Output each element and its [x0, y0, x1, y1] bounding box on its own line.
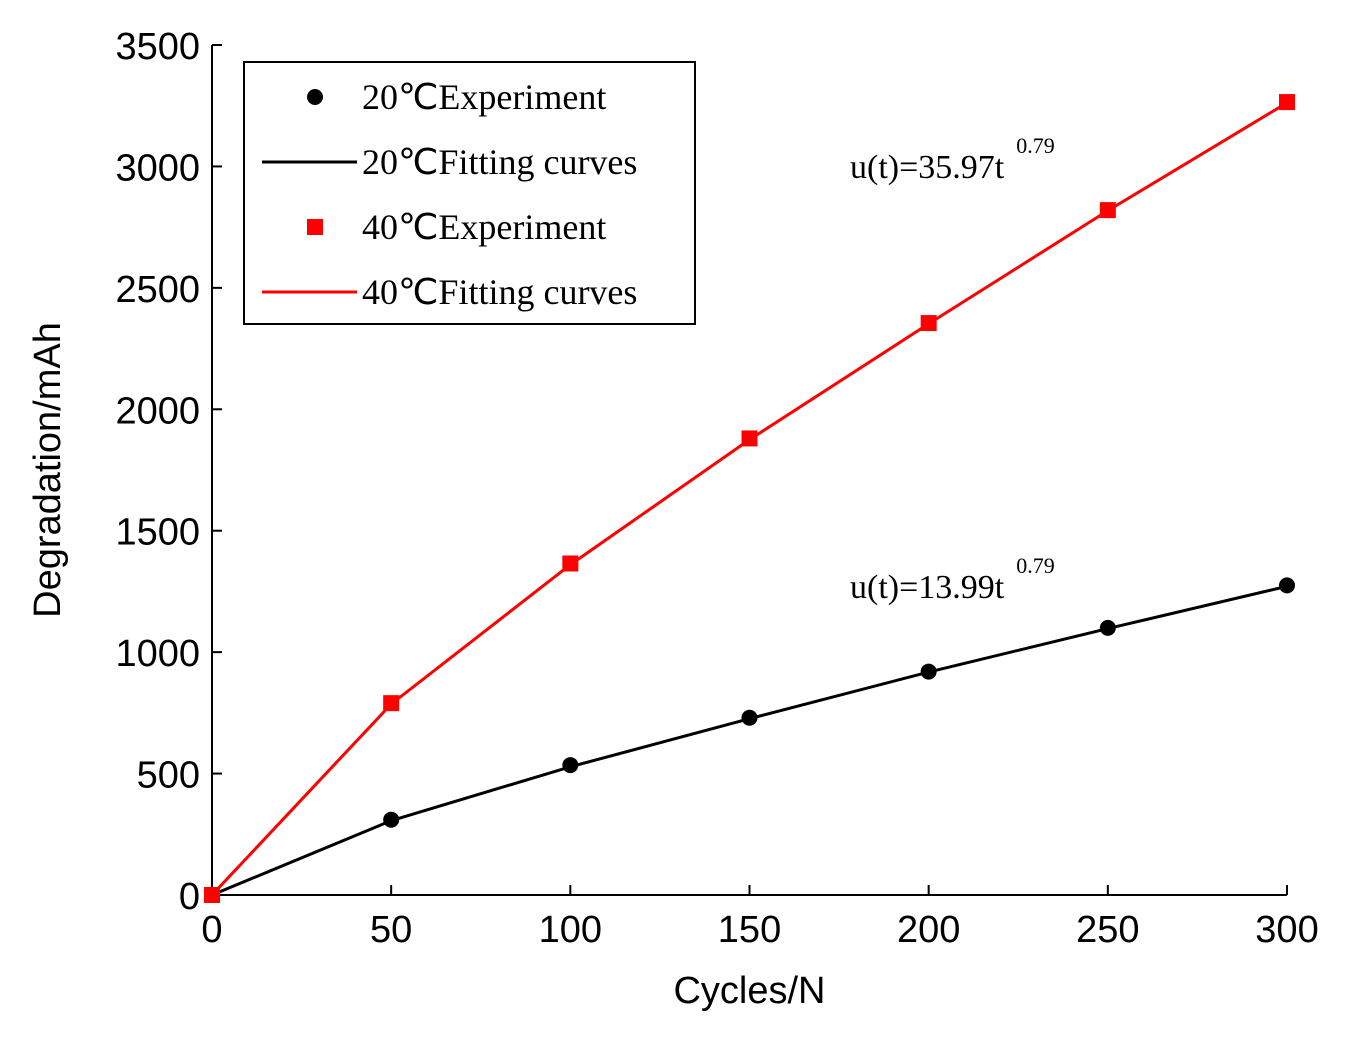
legend-item: 20℃Fitting curves — [262, 142, 637, 182]
y-tick-label: 0 — [179, 876, 200, 918]
y-tick-label: 3000 — [115, 147, 200, 189]
data-point-circle — [562, 757, 579, 774]
y-tick-label: 500 — [137, 755, 200, 797]
data-point-circle — [383, 811, 400, 828]
y-tick-label: 3500 — [115, 26, 200, 68]
equation-annotations: u(t)=35.97t 0.79 u(t)=13.99t 0.79 — [850, 133, 1055, 606]
data-point-square — [562, 555, 579, 572]
y-tick-label: 1000 — [115, 633, 200, 675]
x-tick-label: 300 — [1255, 909, 1318, 951]
legend-item: 40℃Fitting curves — [262, 272, 637, 312]
equation-base: u(t)=35.97t — [850, 149, 1005, 186]
data-point-square — [920, 315, 937, 332]
equation-annotation: u(t)=35.97t 0.79 — [850, 133, 1055, 186]
legend-circle-swatch — [307, 89, 323, 105]
legend-label: 40℃Fitting curves — [362, 272, 637, 312]
data-point-circle — [920, 663, 937, 680]
data-point-circle — [1279, 577, 1295, 594]
x-tick-label: 150 — [718, 909, 781, 951]
x-tick-label: 0 — [201, 909, 222, 951]
data-point-square — [383, 695, 400, 712]
data-point-square — [741, 430, 758, 447]
data-point-square — [204, 887, 220, 903]
x-tick-label: 50 — [370, 909, 412, 951]
equation-base: u(t)=13.99t — [850, 569, 1005, 606]
legend-item: 20℃Experiment — [307, 77, 606, 117]
legend-label: 40℃Experiment — [362, 207, 606, 247]
x-tick-label: 250 — [1076, 909, 1139, 951]
series-exp-20c — [204, 577, 1295, 903]
series-fit-20c — [211, 584, 1288, 897]
axes: 0 50 100 150 200 250 3000500100015002000250030… — [27, 26, 1319, 1012]
equation-exponent: 0.79 — [1016, 133, 1055, 158]
data-point-square — [1099, 202, 1116, 219]
data-point-circle — [741, 709, 758, 726]
y-axis-title: Degradation/mAh — [27, 322, 69, 618]
x-tick-label: 200 — [897, 909, 960, 951]
data-series — [204, 94, 1295, 903]
legend-square-swatch — [307, 219, 323, 235]
fitting-curve-line — [211, 584, 1288, 897]
data-point-square — [1279, 94, 1295, 111]
legend-item: 40℃Experiment — [307, 207, 606, 247]
y-tick-label: 2000 — [115, 390, 200, 432]
legend-label: 20℃Experiment — [362, 77, 606, 117]
x-axis-title: Cycles/N — [673, 970, 825, 1012]
x-tick-label: 100 — [539, 909, 602, 951]
legend-box — [243, 61, 696, 325]
legend-label: 20℃Fitting curves — [362, 142, 637, 182]
equation-annotation: u(t)=13.99t 0.79 — [850, 553, 1055, 606]
series-exp-40c — [204, 94, 1295, 903]
equation-exponent: 0.79 — [1016, 553, 1055, 578]
y-tick-label: 1500 — [115, 512, 200, 554]
y-tick-label: 2500 — [115, 269, 200, 311]
legend: 20℃Experiment 20℃Fitting curves 40℃Experim… — [243, 61, 696, 325]
data-point-circle — [1099, 619, 1116, 636]
